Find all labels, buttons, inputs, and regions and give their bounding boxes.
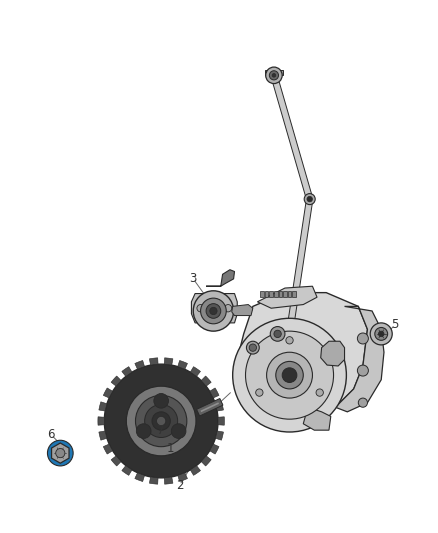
Polygon shape: [164, 358, 173, 365]
Polygon shape: [218, 417, 224, 425]
Polygon shape: [122, 367, 132, 376]
Text: 4: 4: [437, 318, 438, 331]
Circle shape: [274, 330, 281, 337]
Polygon shape: [215, 402, 223, 411]
Polygon shape: [190, 465, 201, 475]
Polygon shape: [258, 286, 317, 308]
Circle shape: [357, 333, 368, 344]
Circle shape: [206, 304, 221, 318]
Polygon shape: [288, 291, 291, 297]
Polygon shape: [336, 306, 384, 412]
Circle shape: [357, 365, 368, 376]
Text: 5: 5: [391, 318, 399, 331]
Circle shape: [224, 304, 232, 312]
Polygon shape: [135, 360, 145, 369]
Polygon shape: [104, 364, 218, 478]
Circle shape: [358, 398, 367, 407]
Circle shape: [193, 291, 233, 331]
Polygon shape: [232, 304, 253, 316]
Polygon shape: [283, 291, 287, 297]
Circle shape: [370, 323, 392, 345]
Circle shape: [56, 448, 65, 458]
Polygon shape: [321, 341, 345, 366]
Polygon shape: [275, 199, 313, 413]
Polygon shape: [135, 473, 145, 481]
Polygon shape: [103, 444, 113, 454]
Text: 7: 7: [157, 424, 165, 437]
Polygon shape: [210, 388, 219, 398]
Polygon shape: [265, 291, 268, 297]
Polygon shape: [164, 477, 173, 484]
Circle shape: [307, 196, 312, 202]
Circle shape: [171, 424, 186, 439]
Circle shape: [266, 67, 282, 84]
Circle shape: [152, 412, 170, 430]
Polygon shape: [149, 477, 158, 484]
Polygon shape: [265, 70, 283, 75]
Polygon shape: [271, 75, 313, 200]
Polygon shape: [149, 358, 158, 365]
Circle shape: [276, 361, 303, 389]
Circle shape: [136, 424, 151, 439]
Circle shape: [126, 386, 196, 456]
Polygon shape: [111, 376, 121, 386]
Polygon shape: [206, 270, 234, 286]
Circle shape: [197, 304, 204, 312]
Circle shape: [156, 416, 166, 425]
Polygon shape: [52, 443, 69, 463]
Circle shape: [47, 440, 73, 466]
Polygon shape: [178, 360, 187, 369]
Circle shape: [145, 405, 178, 438]
Circle shape: [210, 308, 217, 314]
Polygon shape: [292, 291, 296, 297]
Circle shape: [378, 331, 384, 337]
Polygon shape: [279, 291, 282, 297]
Circle shape: [272, 74, 276, 77]
Polygon shape: [191, 294, 237, 323]
Polygon shape: [210, 444, 219, 454]
Text: 6: 6: [47, 428, 55, 441]
Circle shape: [135, 395, 187, 447]
Polygon shape: [99, 402, 107, 411]
Circle shape: [375, 327, 388, 340]
Polygon shape: [201, 456, 211, 466]
Text: 3: 3: [190, 272, 197, 285]
Polygon shape: [237, 293, 367, 416]
Polygon shape: [103, 388, 113, 398]
Circle shape: [256, 389, 263, 396]
Text: 1: 1: [166, 442, 174, 455]
Circle shape: [233, 318, 346, 432]
Polygon shape: [303, 407, 331, 430]
Text: 2: 2: [176, 479, 183, 491]
Polygon shape: [269, 291, 273, 297]
Polygon shape: [111, 456, 121, 466]
Polygon shape: [178, 473, 187, 481]
Polygon shape: [99, 431, 107, 440]
Circle shape: [316, 389, 323, 396]
Polygon shape: [197, 399, 223, 416]
Polygon shape: [215, 431, 223, 440]
Circle shape: [286, 337, 293, 344]
Polygon shape: [274, 291, 278, 297]
Circle shape: [304, 193, 315, 205]
Circle shape: [154, 393, 169, 408]
Polygon shape: [122, 465, 132, 475]
Polygon shape: [98, 417, 104, 425]
Circle shape: [246, 331, 334, 419]
Circle shape: [270, 327, 285, 341]
Circle shape: [269, 71, 279, 80]
Polygon shape: [190, 367, 201, 376]
Circle shape: [247, 341, 259, 354]
Circle shape: [201, 298, 226, 324]
Circle shape: [249, 344, 257, 351]
Circle shape: [267, 352, 312, 398]
Polygon shape: [201, 376, 211, 386]
Circle shape: [282, 368, 297, 383]
Polygon shape: [260, 291, 264, 297]
